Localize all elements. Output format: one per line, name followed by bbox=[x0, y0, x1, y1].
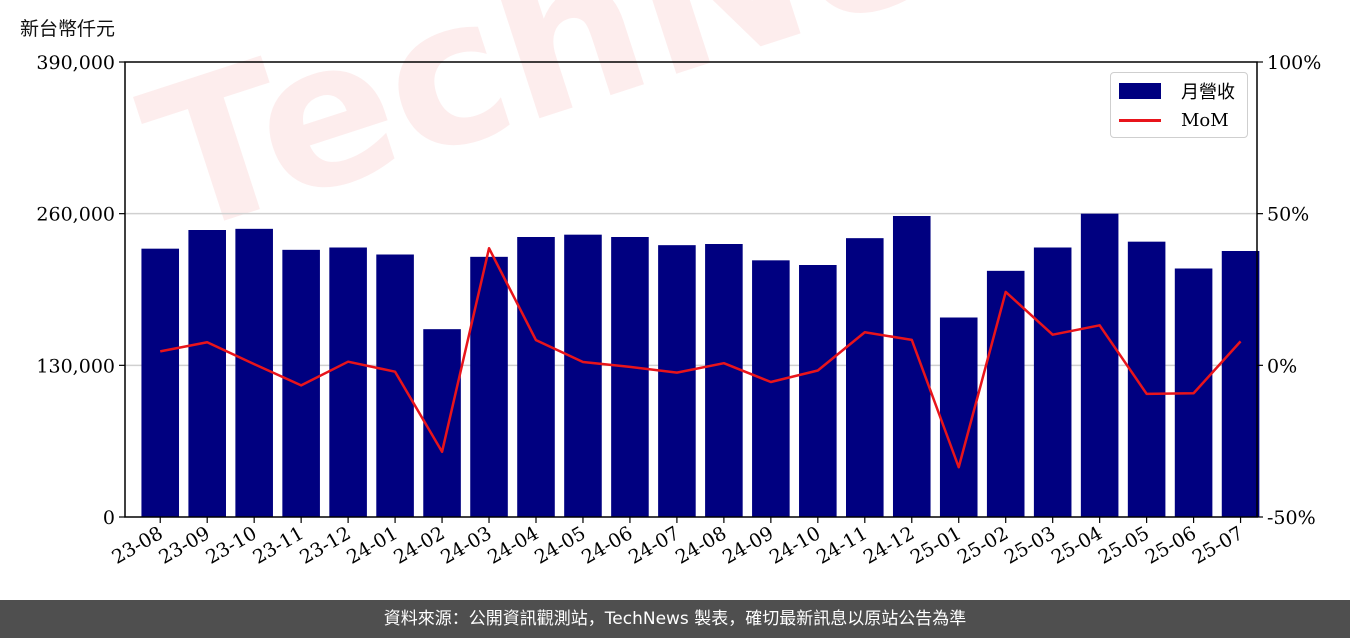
x-tick-label: 24-07 bbox=[625, 522, 683, 568]
bar-24-11 bbox=[846, 238, 884, 517]
legend-item-mom: MoM bbox=[1119, 107, 1229, 133]
right-tick-label: 0% bbox=[1267, 355, 1297, 377]
x-tick-label: 24-09 bbox=[719, 522, 777, 568]
right-tick-label: 50% bbox=[1267, 204, 1309, 226]
x-tick-label: 24-03 bbox=[437, 522, 495, 568]
legend-label-revenue: 月營收 bbox=[1181, 82, 1235, 103]
y-axis-unit-label: 新台幣仟元 bbox=[20, 18, 116, 40]
legend-swatch-line bbox=[1119, 118, 1161, 122]
bar-25-07 bbox=[1221, 251, 1260, 517]
legend-label-mom: MoM bbox=[1181, 109, 1229, 131]
bar-24-02 bbox=[423, 329, 461, 517]
bar-23-08 bbox=[141, 248, 180, 517]
bar-25-02 bbox=[986, 270, 1025, 517]
x-tick-label: 24-04 bbox=[484, 522, 542, 568]
x-tick-label: 25-02 bbox=[954, 522, 1012, 568]
bar-24-03 bbox=[470, 256, 508, 517]
bar-25-03 bbox=[1033, 247, 1072, 517]
left-tick-label: 130,000 bbox=[36, 355, 115, 377]
x-tick-label: 25-04 bbox=[1048, 522, 1106, 568]
bar-24-08 bbox=[705, 244, 743, 517]
bar-23-12 bbox=[329, 247, 367, 517]
x-tick-label: 23-08 bbox=[108, 522, 166, 568]
x-tick-label: 24-10 bbox=[766, 522, 824, 568]
bar-24-12 bbox=[892, 216, 931, 517]
x-tick-label: 25-07 bbox=[1189, 522, 1247, 568]
x-tick-label: 23-09 bbox=[155, 522, 213, 568]
source-footer: 資料來源：公開資訊觀測站，TechNews 製表，確切最新訊息以原站公告為準 bbox=[0, 600, 1350, 638]
x-tick-label: 24-06 bbox=[578, 522, 636, 568]
x-tick-label: 23-12 bbox=[296, 522, 354, 568]
bar-23-11 bbox=[282, 249, 320, 518]
bar-24-04 bbox=[517, 237, 555, 517]
x-tick-label: 24-12 bbox=[860, 522, 918, 568]
bar-23-10 bbox=[235, 228, 273, 518]
bar-24-09 bbox=[752, 260, 790, 517]
bar-24-05 bbox=[564, 234, 602, 517]
plot-frame bbox=[124, 61, 1258, 518]
x-tick-label: 24-02 bbox=[390, 522, 448, 568]
x-tick-label: 25-06 bbox=[1142, 522, 1200, 568]
legend-item-revenue: 月營收 bbox=[1119, 78, 1235, 104]
left-tick-label: 260,000 bbox=[36, 204, 115, 226]
bar-23-09 bbox=[188, 230, 226, 517]
x-tick-label: 25-03 bbox=[1001, 522, 1059, 568]
legend-swatch-bar bbox=[1119, 83, 1161, 99]
x-tick-label: 25-05 bbox=[1095, 522, 1153, 568]
bar-25-04 bbox=[1080, 213, 1119, 517]
revenue-chart: 0 130,000 260,000 390,000 -50% 0% 50% 100% 23-08… bbox=[36, 52, 1321, 569]
x-tick-label: 24-05 bbox=[531, 522, 589, 568]
bar-24-06 bbox=[611, 237, 649, 517]
bar-24-01 bbox=[376, 254, 414, 517]
right-tick-label: 100% bbox=[1267, 52, 1321, 74]
left-tick-label: 0 bbox=[103, 507, 115, 529]
x-tick-label: 25-01 bbox=[907, 522, 965, 568]
bar-24-10 bbox=[799, 265, 837, 517]
x-tick-label: 24-11 bbox=[813, 522, 871, 568]
x-tick-label: 24-08 bbox=[672, 522, 730, 568]
left-tick-label: 390,000 bbox=[36, 52, 115, 74]
x-tick-label: 23-11 bbox=[249, 522, 307, 568]
right-tick-label: -50% bbox=[1267, 507, 1316, 529]
legend: 月營收 MoM bbox=[1110, 72, 1248, 138]
bar-24-07 bbox=[658, 245, 696, 517]
mom-line bbox=[159, 246, 1242, 469]
bar-25-05 bbox=[1127, 241, 1166, 517]
x-tick-label: 24-01 bbox=[343, 522, 401, 568]
x-tick-label: 23-10 bbox=[202, 522, 260, 568]
